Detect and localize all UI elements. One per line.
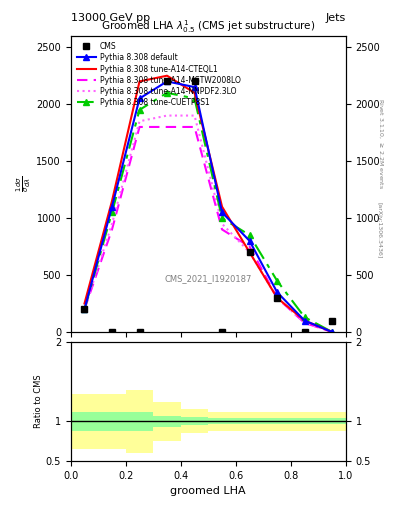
Pythia 8.308 default [192,84,197,90]
Pythia 8.308 tune-A14-NNPDF2.3LO [110,221,114,227]
Pythia 8.308 tune-A14-NNPDF2.3LO [165,113,169,119]
Line: Pythia 8.308 tune-A14-NNPDF2.3LO: Pythia 8.308 tune-A14-NNPDF2.3LO [84,116,332,332]
Pythia 8.308 tune-A14-NNPDF2.3LO [330,329,334,335]
Pythia 8.308 tune-A14-CTEQL1 [302,317,307,324]
Bar [318,412,346,431]
Pythia 8.308 tune-A14-NNPDF2.3LO [275,295,279,301]
Pythia 8.308 default [220,209,224,216]
Pythia 8.308 tune-A14-MSTW2008LO [330,329,334,335]
Pythia 8.308 tune-CUETP8S1 [137,107,142,113]
CMS [302,329,307,335]
Pythia 8.308 tune-A14-CTEQL1 [82,301,87,307]
Text: CMS_2021_I1920187: CMS_2021_I1920187 [165,274,252,283]
Pythia 8.308 tune-CUETP8S1 [220,215,224,221]
Pythia 8.308 tune-A14-CTEQL1 [330,329,334,335]
Pythia 8.308 tune-A14-NNPDF2.3LO [82,306,87,312]
Pythia 8.308 default [165,78,169,84]
X-axis label: groomed LHA: groomed LHA [171,486,246,496]
Line: Pythia 8.308 tune-A14-CTEQL1: Pythia 8.308 tune-A14-CTEQL1 [84,76,332,332]
CMS [137,329,142,335]
Pythia 8.308 default [247,238,252,244]
Pythia 8.308 tune-CUETP8S1 [302,314,307,320]
Bar [98,394,126,449]
Bar [126,390,153,453]
Pythia 8.308 default [82,306,87,312]
Pythia 8.308 tune-A14-MSTW2008LO [165,124,169,130]
Line: Pythia 8.308 tune-CUETP8S1: Pythia 8.308 tune-CUETP8S1 [82,90,335,335]
Pythia 8.308 tune-A14-CTEQL1 [275,295,279,301]
Bar [126,412,153,431]
Bar [98,412,126,431]
Legend: CMS, Pythia 8.308 default, Pythia 8.308 tune-A14-CTEQL1, Pythia 8.308 tune-A14-M: CMS, Pythia 8.308 default, Pythia 8.308 … [75,39,243,110]
CMS [165,78,169,84]
Text: Jets: Jets [325,13,346,23]
Bar [153,401,181,441]
Text: 13000 GeV pp: 13000 GeV pp [71,13,150,23]
CMS [192,78,197,84]
CMS [220,329,224,335]
Bar [291,412,318,431]
Bar [263,418,291,424]
Pythia 8.308 tune-A14-MSTW2008LO [192,124,197,130]
Pythia 8.308 default [137,95,142,101]
Line: Pythia 8.308 default: Pythia 8.308 default [82,79,335,335]
Bar [318,418,346,424]
Pythia 8.308 tune-CUETP8S1 [247,232,252,238]
CMS [275,295,279,301]
CMS [330,317,334,324]
Bar [71,394,98,449]
Pythia 8.308 tune-A14-MSTW2008LO [247,244,252,250]
Pythia 8.308 tune-A14-NNPDF2.3LO [302,320,307,326]
Pythia 8.308 tune-A14-MSTW2008LO [220,226,224,232]
Bar [291,418,318,424]
Bar [208,418,236,424]
Bar [236,412,263,431]
Title: Groomed LHA $\lambda^{1}_{0.5}$ (CMS jet substructure): Groomed LHA $\lambda^{1}_{0.5}$ (CMS jet… [101,18,316,35]
Bar [236,418,263,424]
Y-axis label: Ratio to CMS: Ratio to CMS [34,375,43,429]
Pythia 8.308 tune-A14-MSTW2008LO [137,124,142,130]
Pythia 8.308 tune-A14-CTEQL1 [165,73,169,79]
Line: CMS: CMS [82,79,335,335]
CMS [82,306,87,312]
Pythia 8.308 tune-A14-NNPDF2.3LO [220,221,224,227]
Pythia 8.308 tune-A14-MSTW2008LO [82,306,87,312]
Pythia 8.308 tune-A14-CTEQL1 [192,90,197,96]
Pythia 8.308 tune-CUETP8S1 [275,278,279,284]
Pythia 8.308 tune-CUETP8S1 [82,306,87,312]
Pythia 8.308 default [330,329,334,335]
Bar [71,412,98,431]
Bar [181,410,208,433]
Pythia 8.308 tune-A14-CTEQL1 [247,249,252,255]
CMS [110,329,114,335]
Line: Pythia 8.308 tune-A14-MSTW2008LO: Pythia 8.308 tune-A14-MSTW2008LO [84,127,332,332]
Bar [153,416,181,427]
Pythia 8.308 tune-CUETP8S1 [165,90,169,96]
Pythia 8.308 default [110,204,114,210]
Pythia 8.308 tune-A14-MSTW2008LO [110,226,114,232]
Y-axis label: $\frac{1}{\sigma} \frac{d\sigma}{d\lambda}$: $\frac{1}{\sigma} \frac{d\sigma}{d\lambd… [15,176,33,192]
Pythia 8.308 tune-CUETP8S1 [192,95,197,101]
Pythia 8.308 tune-A14-CTEQL1 [220,204,224,210]
Pythia 8.308 tune-A14-MSTW2008LO [302,320,307,326]
Bar [263,412,291,431]
Pythia 8.308 tune-A14-CTEQL1 [110,198,114,204]
Bar [181,417,208,425]
Pythia 8.308 tune-A14-NNPDF2.3LO [192,113,197,119]
Pythia 8.308 tune-A14-NNPDF2.3LO [247,249,252,255]
Pythia 8.308 default [302,317,307,324]
Bar [208,412,236,431]
CMS [247,249,252,255]
Text: Rivet 3.1.10, $\geq$ 2.2M events: Rivet 3.1.10, $\geq$ 2.2M events [377,98,385,189]
Pythia 8.308 tune-CUETP8S1 [110,209,114,216]
Text: [arXiv:1306.3436]: [arXiv:1306.3436] [377,202,382,259]
Pythia 8.308 tune-CUETP8S1 [330,329,334,335]
Pythia 8.308 tune-A14-NNPDF2.3LO [137,118,142,124]
Pythia 8.308 tune-A14-CTEQL1 [137,78,142,84]
Pythia 8.308 default [275,289,279,295]
Pythia 8.308 tune-A14-MSTW2008LO [275,295,279,301]
